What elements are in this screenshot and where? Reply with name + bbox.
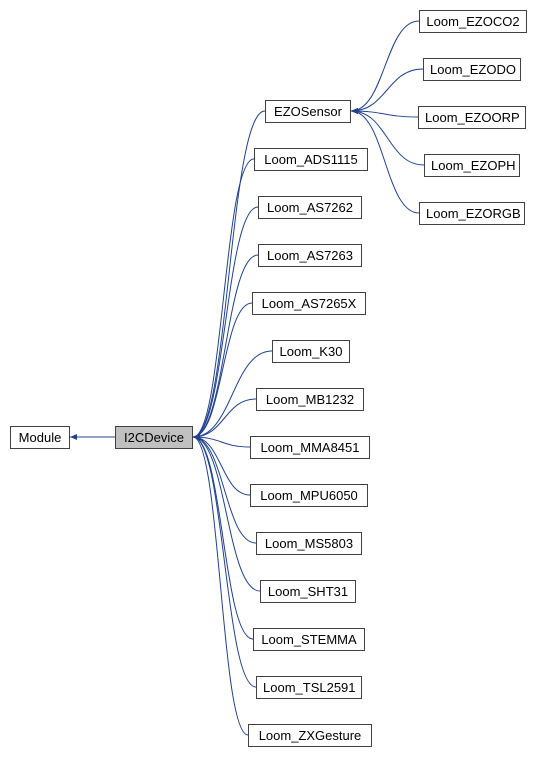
node-ezoorp[interactable]: Loom_EZOORP (418, 106, 526, 129)
edge-stemma-to-i2cdevice (193, 437, 253, 639)
edge-zxgesture-to-i2cdevice (193, 437, 248, 735)
edge-ms5803-to-i2cdevice (193, 437, 256, 543)
node-tsl2591[interactable]: Loom_TSL2591 (256, 676, 362, 699)
node-as7263[interactable]: Loom_AS7263 (258, 244, 362, 267)
node-ads1115[interactable]: Loom_ADS1115 (254, 148, 368, 171)
node-sht31[interactable]: Loom_SHT31 (260, 580, 356, 603)
node-ezodo[interactable]: Loom_EZODO (423, 58, 521, 81)
node-ms5803[interactable]: Loom_MS5803 (256, 532, 362, 555)
edge-as7262-to-i2cdevice (193, 207, 258, 437)
node-mb1232[interactable]: Loom_MB1232 (256, 388, 364, 411)
node-ezoco2[interactable]: Loom_EZOCO2 (419, 10, 527, 33)
edge-ads1115-to-i2cdevice (193, 159, 254, 437)
edge-as7263-to-i2cdevice (193, 255, 258, 437)
node-k30[interactable]: Loom_K30 (272, 340, 350, 363)
node-zxgesture[interactable]: Loom_ZXGesture (248, 724, 372, 747)
node-mpu6050[interactable]: Loom_MPU6050 (250, 484, 368, 507)
node-stemma[interactable]: Loom_STEMMA (253, 628, 365, 651)
edge-sht31-to-i2cdevice (193, 437, 260, 591)
node-ezosensor[interactable]: EZOSensor (265, 100, 351, 123)
edge-mb1232-to-i2cdevice (193, 399, 256, 437)
node-module[interactable]: Module (10, 426, 70, 449)
edge-tsl2591-to-i2cdevice (193, 437, 256, 687)
edge-ezodo-to-ezosensor (351, 69, 423, 111)
node-ezoph[interactable]: Loom_EZOPH (424, 154, 520, 177)
node-i2cdevice[interactable]: I2CDevice (115, 426, 193, 449)
node-ezorgb[interactable]: Loom_EZORGB (419, 202, 525, 225)
edge-mpu6050-to-i2cdevice (193, 437, 250, 495)
node-mma8451[interactable]: Loom_MMA8451 (250, 436, 370, 459)
node-as7262[interactable]: Loom_AS7262 (258, 196, 362, 219)
edge-mma8451-to-i2cdevice (193, 437, 250, 447)
node-as7265x[interactable]: Loom_AS7265X (252, 292, 366, 315)
edge-ezoco2-to-ezosensor (351, 21, 419, 111)
edge-as7265x-to-i2cdevice (193, 303, 252, 437)
edge-ezoorp-to-ezosensor (351, 111, 418, 117)
